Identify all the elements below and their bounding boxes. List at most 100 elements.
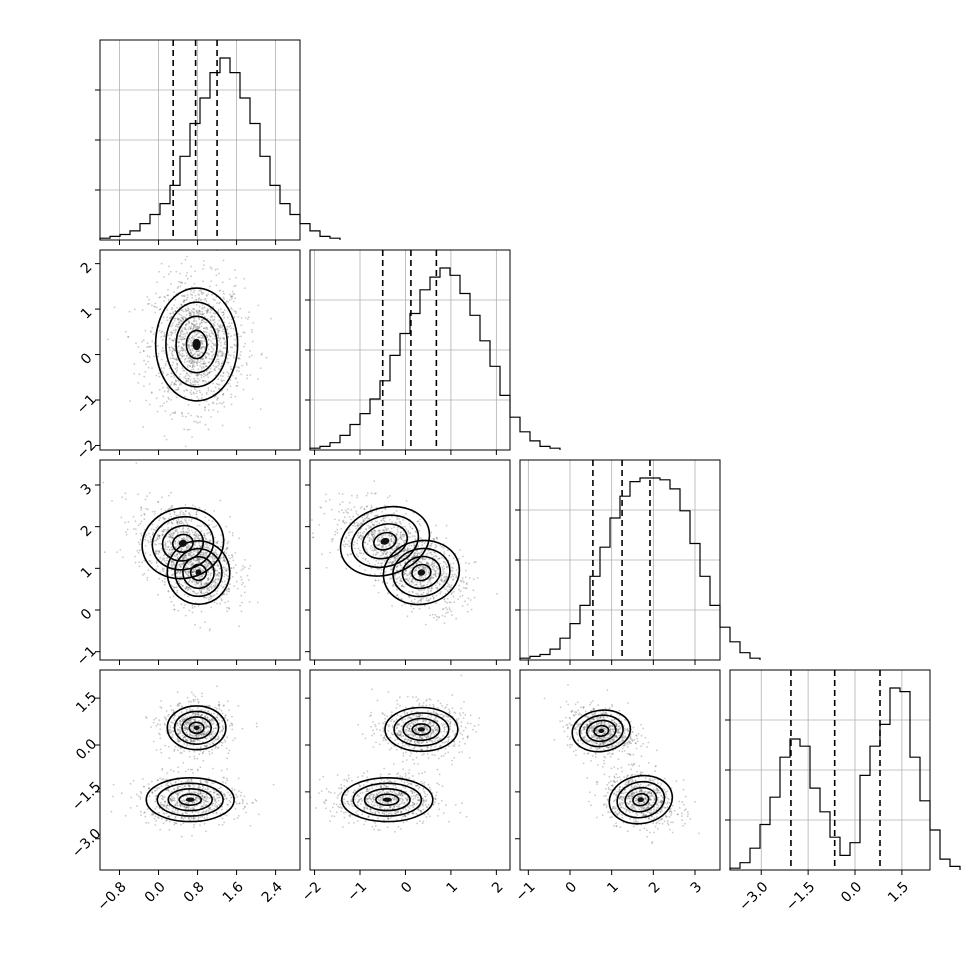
sample-point: [396, 542, 398, 545]
sample-point: [177, 518, 180, 521]
sample-point: [415, 552, 417, 555]
sample-point: [196, 322, 198, 325]
sample-point: [168, 507, 171, 510]
sample-point: [181, 339, 183, 341]
sample-point: [164, 724, 167, 726]
sample-point: [173, 748, 176, 751]
density-contour-2-0: [362, 523, 408, 560]
sample-point: [152, 531, 155, 534]
sample-point: [205, 365, 208, 368]
sample-point: [208, 332, 211, 335]
sample-point: [405, 554, 408, 557]
sample-point: [224, 573, 226, 576]
sample-point: [196, 733, 199, 736]
sample-point: [226, 325, 229, 328]
sample-point: [182, 557, 184, 560]
sample-point: [164, 573, 167, 575]
sample-point: [240, 594, 243, 597]
sample-point: [187, 562, 190, 565]
sample-point: [185, 372, 188, 375]
sample-point: [396, 564, 399, 567]
sample-point: [177, 317, 180, 320]
sample-point: [433, 568, 435, 570]
sample-point: [446, 589, 449, 592]
sample-point: [184, 717, 187, 720]
sample-point: [195, 592, 198, 595]
sample-point: [190, 389, 193, 392]
sample-point: [220, 556, 223, 559]
sample-point: [217, 362, 220, 364]
sample-point: [364, 569, 367, 571]
sample-point: [171, 574, 173, 577]
sample-point: [202, 313, 204, 316]
sample-point: [221, 362, 223, 365]
sample-point: [415, 569, 418, 572]
sample-point: [181, 355, 184, 357]
sample-point: [214, 573, 217, 575]
sample-point: [198, 525, 201, 527]
sample-point: [177, 285, 180, 288]
sample-point: [449, 608, 451, 611]
sample-point: [169, 725, 172, 727]
sample-point: [413, 598, 416, 601]
sample-point: [207, 562, 210, 565]
sample-point: [451, 566, 453, 569]
sample-point: [127, 335, 130, 338]
sample-point: [185, 352, 188, 354]
sample-point: [176, 557, 179, 560]
sample-point: [164, 333, 167, 336]
sample-point: [409, 532, 412, 535]
sample-point: [220, 790, 222, 793]
sample-point: [169, 534, 172, 536]
sample-point: [218, 575, 220, 577]
sample-point: [197, 293, 200, 296]
sample-point: [183, 555, 186, 558]
sample-point: [437, 558, 439, 560]
sample-point: [170, 346, 173, 349]
sample-point: [401, 584, 404, 587]
sample-point: [155, 549, 158, 552]
sample-point: [214, 313, 216, 315]
sample-point: [418, 577, 421, 580]
sample-point: [219, 355, 222, 357]
sample-point: [182, 344, 185, 347]
sample-point: [225, 547, 228, 550]
sample-point: [230, 335, 232, 337]
sample-point: [376, 568, 379, 570]
sample-point: [228, 590, 231, 593]
sample-point: [163, 517, 166, 520]
sample-point: [444, 561, 446, 564]
sample-point: [333, 518, 336, 521]
sample-point: [459, 595, 462, 598]
sample-point: [191, 740, 194, 743]
sample-point: [185, 728, 187, 730]
sample-point: [224, 714, 227, 717]
sample-point: [234, 310, 237, 313]
sample-point: [151, 304, 153, 307]
sample-point: [167, 590, 170, 593]
sample-point: [168, 820, 171, 823]
sample-point: [420, 551, 423, 553]
sample-point: [201, 342, 204, 345]
sample-point: [193, 590, 195, 593]
sample-point: [194, 568, 197, 571]
sample-point: [455, 576, 458, 579]
sample-point: [229, 557, 231, 560]
sample-point: [359, 507, 362, 509]
sample-point: [202, 592, 205, 594]
sample-point: [465, 569, 467, 572]
sample-point: [354, 547, 356, 550]
sample-point: [212, 743, 215, 745]
sample-point: [187, 340, 189, 343]
sample-point: [444, 592, 447, 595]
sample-point: [250, 354, 253, 357]
sample-point: [169, 317, 171, 320]
sample-point: [223, 558, 226, 561]
sample-point: [433, 565, 436, 567]
sample-point: [320, 507, 323, 509]
sample-point: [205, 725, 208, 727]
sample-point: [195, 309, 198, 312]
sample-point: [132, 515, 135, 518]
sample-point: [404, 569, 407, 572]
sample-point: [207, 531, 210, 534]
